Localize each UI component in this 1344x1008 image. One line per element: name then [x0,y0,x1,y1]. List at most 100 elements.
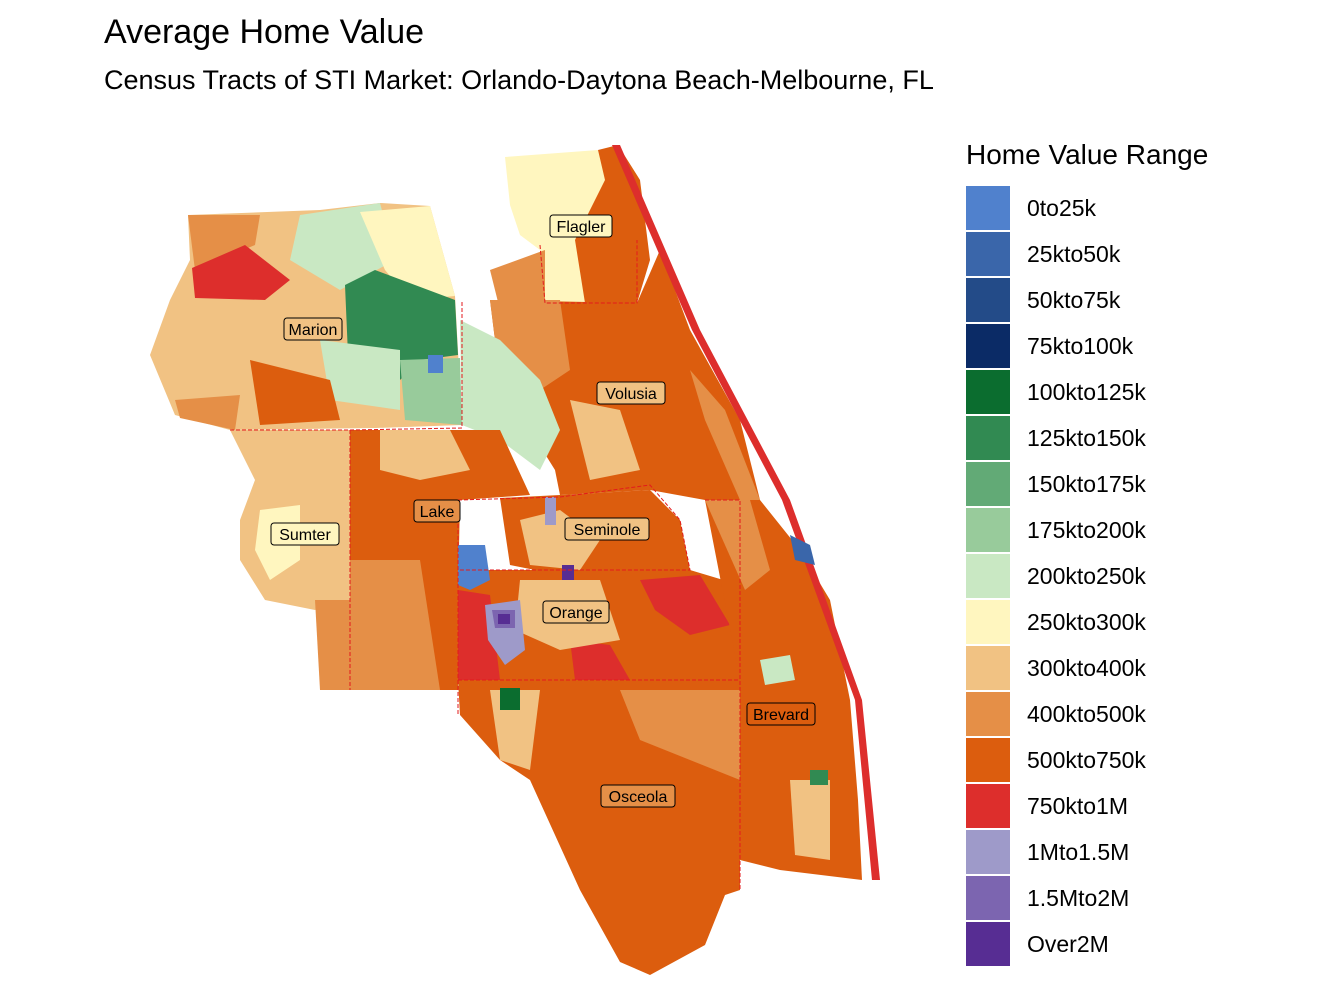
county-label-osceola: Osceola [600,784,676,808]
legend-item: 50kto75k [966,277,1326,323]
legend-label: 1Mto1.5M [1027,838,1130,865]
legend-item: 250kto300k [966,599,1326,645]
legend-label: 125kto150k [1027,424,1146,451]
tract-marion-red [192,245,290,300]
tract-volusia-light [570,400,640,480]
legend-swatch [966,784,1010,828]
legend-label: 0to25k [1027,194,1097,221]
tract-volusia-coast [690,370,760,500]
legend-swatch [966,922,1010,966]
tract-orange-darkgreen [500,688,520,710]
map-title: Average Home Value [104,13,425,51]
tract-flagler-sw [490,250,545,310]
tract-lake-peach [350,560,440,690]
legend-item: 300kto400k [966,645,1326,691]
tract-marion-lightgreen [400,358,462,425]
legend-swatch [966,232,1010,276]
tract-brevard-blue [790,535,815,565]
tract-lake-light [380,430,470,480]
tract-brevard-green [810,770,828,785]
county-label-sumter-text: Sumter [279,527,331,544]
legend-swatch [966,692,1010,736]
legend-swatch [966,738,1010,782]
tract-orange-red-south [570,640,630,680]
legend-title: Home Value Range [966,139,1209,170]
tract-orlando-blue [458,545,490,590]
legend-item: 1.5Mto2M [966,875,1326,921]
tract-osceola-peach [620,690,740,780]
legend-items: 0to25k 25kto50k 50kto75k 75kto100k 100kto125… [966,185,1326,967]
legend-swatch [966,278,1010,322]
legend-swatch [966,554,1010,598]
county-label-osceola-text: Osceola [609,789,668,806]
border-flagler [539,240,638,304]
border-seminole [457,484,691,571]
border-brevard [705,499,741,890]
county-label-seminole: Seminole [564,517,650,541]
legend-label: 200kto250k [1027,562,1146,589]
county-label-lake: Lake [413,499,461,523]
county-label-orange-text: Orange [549,605,602,622]
legend: Home Value Range 0to25k 25kto50k 50kto75k 7… [966,137,1326,967]
legend-label: 150kto175k [1027,470,1146,497]
county-label-flagler: Flagler [549,214,613,238]
legend-label: 400kto500k [1027,700,1146,727]
legend-item: 0to25k [966,185,1326,231]
legend-label: 100kto125k [1027,378,1146,405]
legend-swatch [966,508,1010,552]
legend-swatch [966,600,1010,644]
legend-item: 125kto150k [966,415,1326,461]
tract-marion-yellow [360,206,455,300]
legend-swatch [966,416,1010,460]
county-label-seminole-text: Seminole [574,522,641,539]
legend-item: 175kto200k [966,507,1326,553]
legend-item: Over2M [966,921,1326,967]
county-label-lake-text: Lake [420,504,455,521]
county-label-marion: Marion [283,317,343,341]
border-marion-south [230,300,463,431]
legend-label: 1.5Mto2M [1027,884,1130,911]
tract-winterpark-purple [562,565,574,580]
legend-swatch [966,830,1010,874]
county-label-volusia: Volusia [596,381,666,405]
legend-item: 200kto250k [966,553,1326,599]
county-label-brevard-text: Brevard [753,707,809,724]
tract-regions [150,145,880,975]
map-subtitle: Census Tracts of STI Market: Orlando-Day… [104,65,934,95]
legend-label: 500kto750k [1027,746,1146,773]
legend-swatch [966,462,1010,506]
legend-item: 400kto500k [966,691,1326,737]
tract-brevard-mint [760,655,795,685]
legend-item: 25kto50k [966,231,1326,277]
legend-item: 750kto1M [966,783,1326,829]
tract-brevard-light [790,780,830,860]
tract-orlando-violet [498,614,510,624]
legend-label: 175kto200k [1027,516,1146,543]
county-label-flagler-text: Flagler [557,219,607,236]
tract-seminole-lavender [545,497,556,525]
legend-label: 25kto50k [1027,240,1121,267]
county-label-volusia-text: Volusia [605,386,657,403]
legend-swatch [966,186,1010,230]
legend-label: Over2M [1027,930,1109,957]
legend-swatch [966,370,1010,414]
legend-label: 75kto100k [1027,332,1134,359]
legend-label: 250kto300k [1027,608,1146,635]
tract-marion-south [175,395,240,430]
legend-label: 750kto1M [1027,792,1129,819]
county-borders [230,240,741,890]
legend-item: 1Mto1.5M [966,829,1326,875]
tract-brevard-peach [705,500,770,590]
legend-swatch [966,646,1010,690]
county-label-brevard: Brevard [746,702,816,726]
legend-item: 150kto175k [966,461,1326,507]
legend-item: 100kto125k [966,369,1326,415]
tract-marion-nw [188,215,260,270]
legend-item: 500kto750k [966,737,1326,783]
tract-sumter-orange [315,600,350,690]
county-labels: Flagler Marion Volusia Lake Seminole Sum… [270,214,816,808]
county-label-orange: Orange [542,600,610,624]
legend-label: 50kto75k [1027,286,1121,313]
tract-marion-mint [320,340,400,410]
county-label-sumter: Sumter [270,522,340,546]
